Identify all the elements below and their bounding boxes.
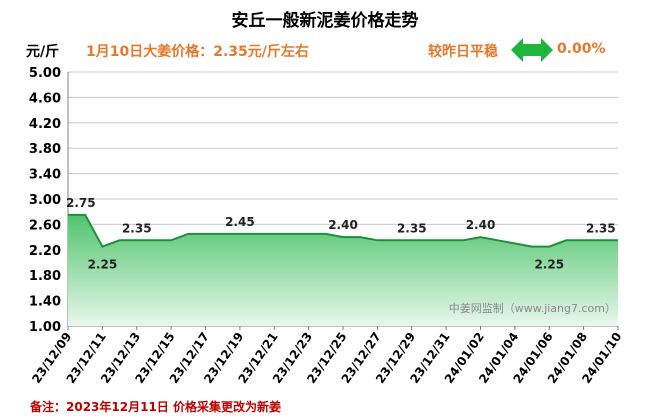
watermark: 中姜网监制（www.jiang7.com）: [449, 301, 616, 315]
y-tick-label: 1.80: [29, 269, 61, 284]
y-tick-label: 3.40: [29, 168, 61, 183]
data-label: 2.25: [534, 258, 564, 272]
data-label: 2.75: [66, 196, 96, 210]
y-tick-label: 3.00: [29, 193, 61, 208]
data-label: 2.35: [586, 221, 616, 235]
change-percent: 0.00%: [557, 41, 606, 57]
price-line: [68, 213, 618, 248]
y-axis-unit: 元/斤: [26, 44, 60, 60]
y-tick-label: 5.00: [29, 66, 61, 81]
price-area: [68, 214, 618, 326]
data-label: 2.25: [88, 258, 118, 272]
data-label: 2.35: [122, 221, 152, 235]
y-tick-label: 1.40: [29, 295, 61, 310]
data-label: 2.40: [466, 218, 496, 232]
double-arrow-icon: [511, 38, 553, 66]
chart-title: 安丘一般新泥姜价格走势: [231, 11, 419, 31]
compare-text: 较昨日平稳: [428, 44, 498, 60]
y-tick-label: 4.20: [29, 117, 61, 132]
y-tick-label: 1.00: [29, 320, 61, 335]
data-label: 2.45: [225, 215, 255, 229]
data-label: 2.40: [328, 218, 358, 232]
y-tick-label: 4.60: [29, 91, 61, 106]
price-note: 1月10日大姜价格：2.35元/斤左右: [86, 44, 309, 60]
y-tick-label: 2.20: [29, 244, 61, 259]
data-label: 2.35: [397, 221, 427, 235]
footer-note: 备注：2023年12月11日 价格采集更改为新姜: [30, 400, 281, 414]
y-tick-label: 3.80: [29, 142, 61, 157]
y-tick-label: 2.60: [29, 218, 61, 233]
